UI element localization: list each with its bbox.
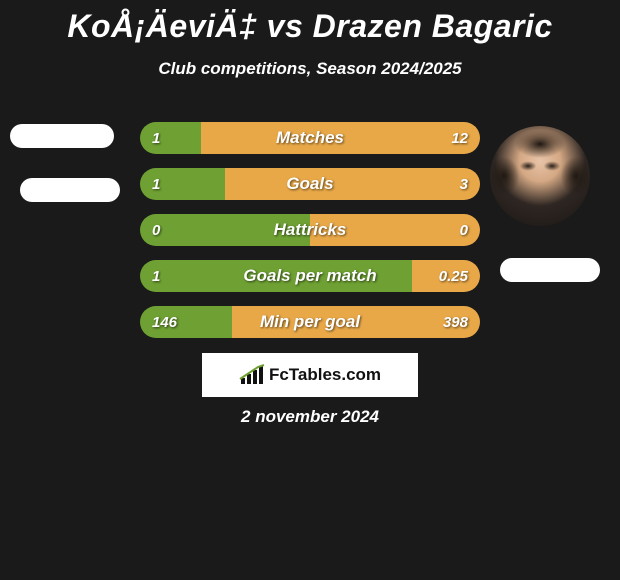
page-title: KoÅ¡ÄeviÄ‡ vs Drazen Bagaric (0, 0, 620, 45)
stats-list: 112Matches 13Goals 00Hattricks 10.25Goals p… (140, 122, 480, 352)
stat-label: Goals per match (140, 260, 480, 292)
stat-row: 00Hattricks (140, 214, 480, 246)
stat-label: Min per goal (140, 306, 480, 338)
stat-row: 112Matches (140, 122, 480, 154)
player-right-pill (500, 258, 600, 282)
date-label: 2 november 2024 (0, 407, 620, 427)
player-left-pill-secondary (20, 178, 120, 202)
stat-label: Hattricks (140, 214, 480, 246)
stat-label: Matches (140, 122, 480, 154)
chart-icon (239, 364, 265, 386)
subtitle: Club competitions, Season 2024/2025 (0, 59, 620, 79)
stat-label: Goals (140, 168, 480, 200)
player-right-avatar (490, 126, 590, 226)
stat-row: 10.25Goals per match (140, 260, 480, 292)
comparison-card: KoÅ¡ÄeviÄ‡ vs Drazen Bagaric Club compet… (0, 0, 620, 580)
source-logo-text: FcTables.com (269, 365, 381, 385)
player-left-pill (10, 124, 114, 148)
stat-row: 146398Min per goal (140, 306, 480, 338)
source-logo: FcTables.com (202, 353, 418, 397)
stat-row: 13Goals (140, 168, 480, 200)
